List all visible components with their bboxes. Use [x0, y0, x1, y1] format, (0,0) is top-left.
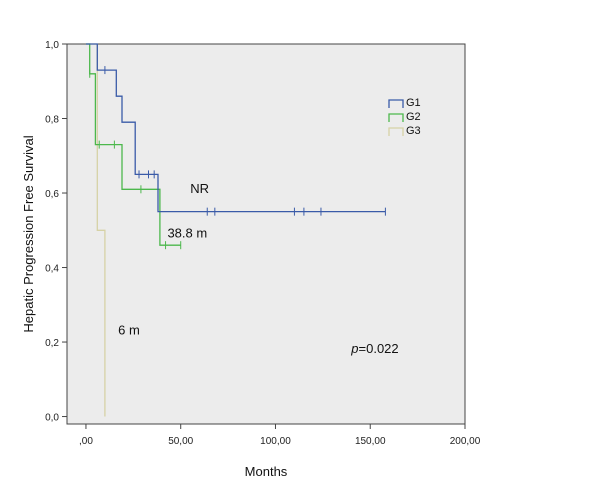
annotations: NR 38.8 m 6 m p=0.022 [118, 181, 398, 356]
y-tick-label: 0,2 [45, 338, 59, 349]
y-axis-label: Hepatic Progression Free Survival [21, 135, 36, 332]
x-tick-label: ,00 [79, 436, 93, 447]
y-tick-label: 0,8 [45, 115, 59, 126]
legend-swatch-g2 [388, 113, 404, 122]
plot-area [66, 43, 466, 425]
annotation-label: 6 m [118, 323, 140, 338]
x-tick-label: 200,00 [450, 436, 481, 447]
x-axis-label: Months [245, 464, 288, 479]
axes: ,00 50,00 100,00 150,00 200,00 0,0 0,2 0,4 0,6 0,… [45, 40, 481, 447]
legend-label-g1: G1 [406, 97, 421, 109]
annotation-label: NR [190, 181, 209, 196]
p-value-italic: p [350, 341, 358, 356]
p-value-label: p=0.022 [350, 341, 398, 356]
x-tick-label: 150,00 [355, 436, 386, 447]
p-value-rest: =0.022 [359, 341, 399, 356]
legend-swatch-g3 [388, 127, 404, 136]
y-tick-label: 1,0 [45, 40, 59, 51]
y-tick-label: 0,4 [45, 264, 59, 275]
legend: G1 G2 G3 [388, 97, 421, 137]
series-line-g2 [86, 43, 181, 246]
series-lines [86, 43, 386, 417]
legend-label-g2: G2 [406, 111, 421, 123]
y-tick-label: 0,6 [45, 189, 59, 200]
legend-swatch-g1 [388, 99, 404, 108]
annotation-label: 38.8 m [167, 226, 207, 241]
y-tick-label: 0,0 [45, 413, 59, 424]
censor-marks [89, 66, 386, 250]
x-tick-label: 100,00 [260, 436, 291, 447]
legend-label-g3: G3 [406, 125, 421, 137]
series-line-g1 [86, 43, 386, 213]
x-tick-label: 50,00 [168, 436, 193, 447]
